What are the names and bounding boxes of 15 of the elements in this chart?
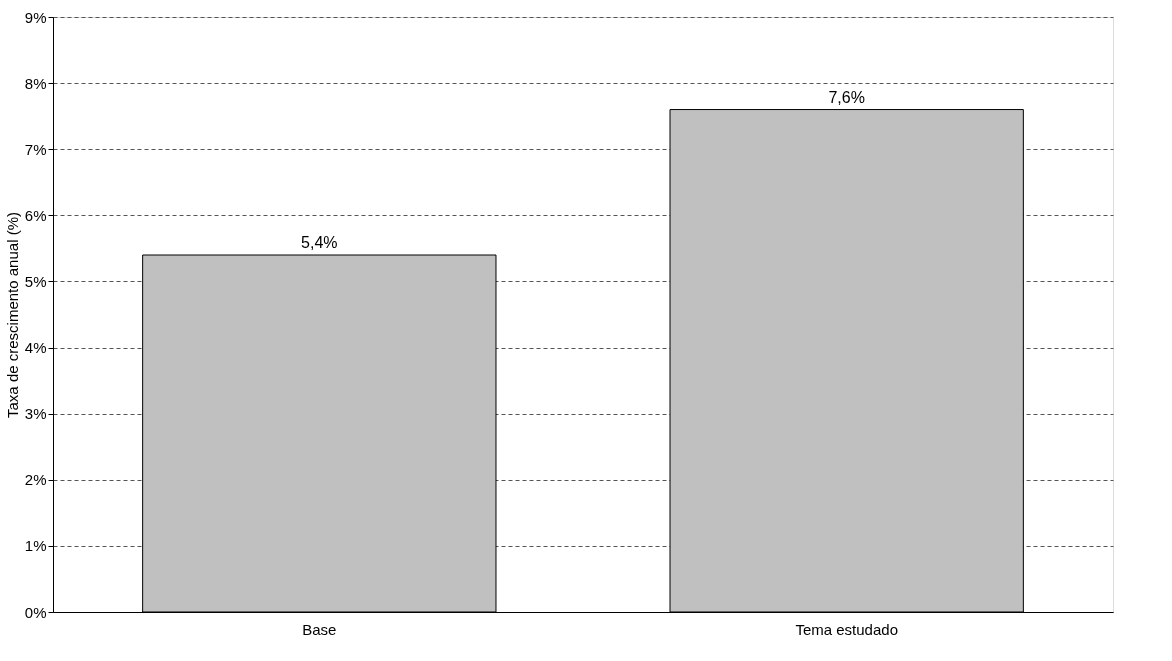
y-tick-label: 9% xyxy=(24,8,47,26)
y-tick-label: 4% xyxy=(24,339,47,357)
data-label: 5,4% xyxy=(301,234,338,251)
y-tick-label: 6% xyxy=(24,206,47,224)
x-tick-label: Base xyxy=(302,620,337,638)
y-tick-label: 2% xyxy=(24,471,47,489)
y-axis-title: Taxa de crescimento anual (%) xyxy=(3,212,21,418)
y-tick-label: 7% xyxy=(24,140,47,158)
y-tick-label: 0% xyxy=(24,603,47,621)
y-tick-label: 8% xyxy=(24,74,47,92)
x-tick-label: Tema estudado xyxy=(795,620,898,638)
y-tick-label: 1% xyxy=(24,537,47,555)
y-tick-label: 3% xyxy=(24,405,47,423)
data-label: 7,6% xyxy=(828,88,865,106)
y-tick-label: 5% xyxy=(24,272,47,290)
